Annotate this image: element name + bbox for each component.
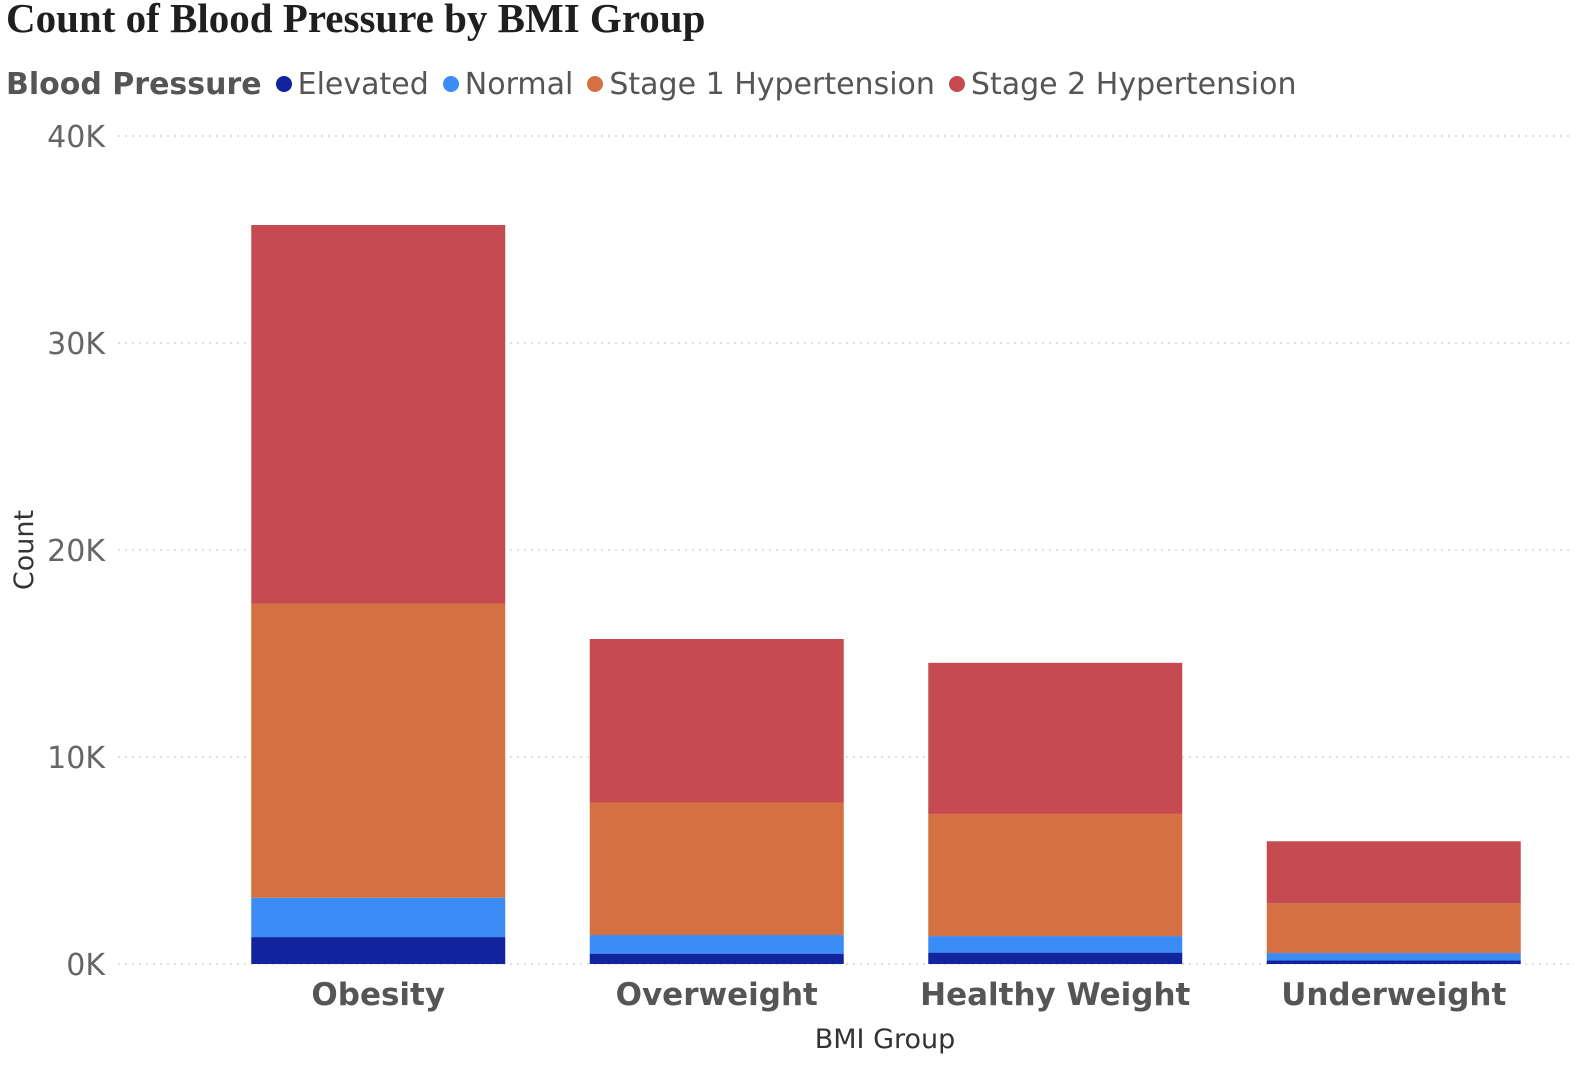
x-category-label: Overweight: [616, 977, 818, 1013]
legend-marker-icon: [587, 76, 604, 92]
bar-segment-stage-2-hypertension: [589, 639, 844, 803]
chart-title: Count of Blood Pressure by BMI Group: [6, 0, 706, 41]
bar-segment-elevated: [251, 937, 506, 964]
bar-segment-stage-2-hypertension: [928, 662, 1183, 814]
legend-label: Stage 1 Hypertension: [609, 66, 935, 102]
bar-segment-elevated: [1266, 960, 1521, 964]
bar-segment-stage-2-hypertension: [251, 225, 506, 604]
legend-title: Blood Pressure: [6, 66, 262, 102]
y-axis-title: Count: [9, 510, 40, 590]
x-axis-title: BMI Group: [815, 1024, 956, 1055]
legend-item-stage-1-hypertension[interactable]: Stage 1 Hypertension: [587, 67, 935, 102]
legend-item-elevated[interactable]: Elevated: [275, 66, 429, 102]
bar-segment-normal: [589, 935, 844, 954]
bar-segment-elevated: [589, 953, 844, 964]
x-category-label: Obesity: [311, 977, 445, 1013]
bar-segment-stage-1-hypertension: [251, 603, 506, 898]
bar-segment-normal: [1266, 953, 1521, 961]
bar-segment-stage-1-hypertension: [1266, 903, 1521, 954]
bar-segment-normal: [928, 936, 1183, 953]
y-tick-label: 40K: [47, 120, 106, 155]
legend-label: Normal: [464, 66, 574, 102]
bar-segment-stage-2-hypertension: [1266, 841, 1521, 904]
legend-label: Elevated: [297, 66, 429, 102]
bar-segment-elevated: [928, 952, 1183, 964]
legend-label: Stage 2 Hypertension: [970, 66, 1297, 102]
legend-marker-icon: [948, 76, 965, 92]
y-tick-label: 0K: [66, 948, 106, 983]
legend-item-normal[interactable]: Normal: [442, 66, 574, 102]
x-category-label: Healthy Weight: [920, 977, 1190, 1013]
bar-segment-stage-1-hypertension: [589, 802, 844, 936]
x-category-label: Underweight: [1281, 977, 1506, 1013]
y-tick-label: 10K: [47, 741, 106, 776]
bar-segment-stage-1-hypertension: [928, 813, 1183, 937]
legend-item-stage-2-hypertension[interactable]: Stage 2 Hypertension: [948, 66, 1297, 102]
y-tick-label: 20K: [47, 534, 106, 569]
legend: Blood Pressure Elevated Normal Stage 1 H…: [6, 64, 1310, 104]
y-tick-label: 30K: [47, 327, 106, 362]
bar-segment-normal: [251, 897, 506, 938]
legend-marker-icon: [442, 76, 459, 92]
legend-marker-icon: [275, 76, 292, 92]
